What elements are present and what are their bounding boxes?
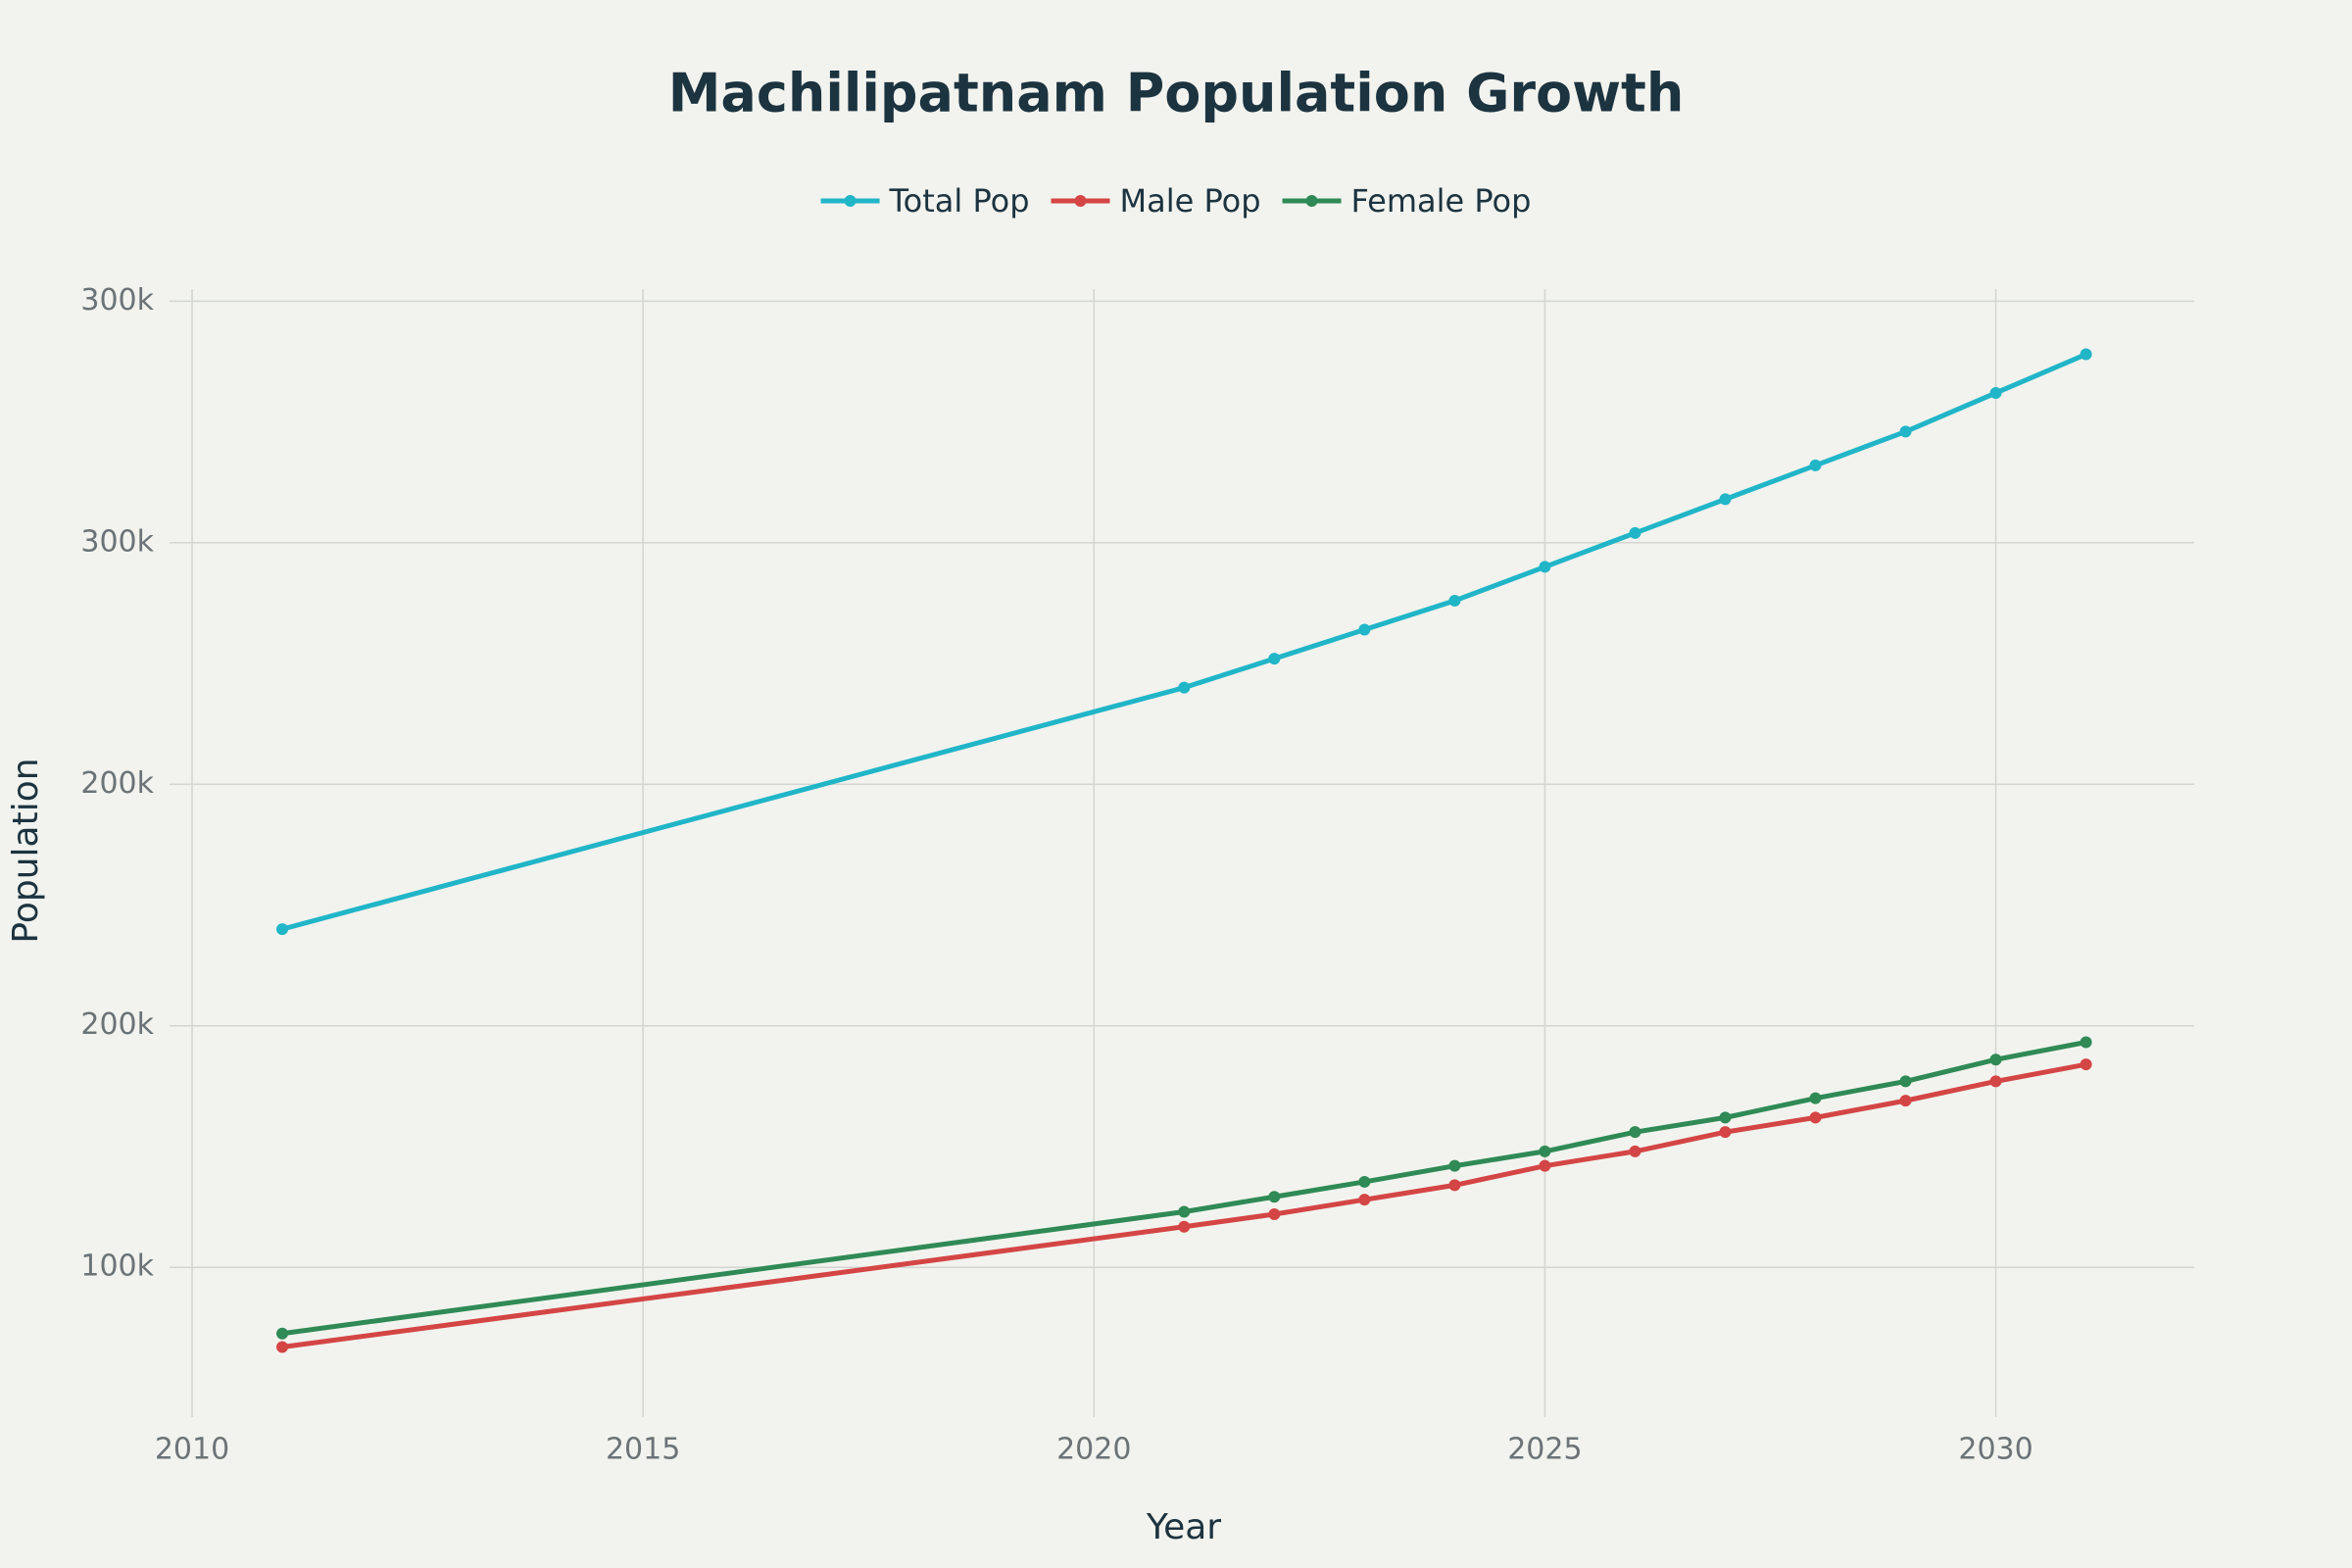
data-point (1539, 561, 1551, 573)
data-point (1268, 1207, 1281, 1220)
data-point (1268, 1191, 1281, 1203)
data-point (1448, 1179, 1461, 1192)
x-tick-label: 2030 (1958, 1433, 2033, 1467)
data-point (1629, 1145, 1642, 1157)
x-tick-label: 2010 (155, 1433, 229, 1467)
data-point (1448, 1159, 1461, 1172)
series-line (281, 1061, 2087, 1349)
legend-label: Total Pop (889, 182, 1030, 220)
data-point (1629, 526, 1642, 539)
data-point (1809, 1111, 1822, 1124)
data-point (276, 1341, 289, 1353)
legend-marker (1074, 195, 1087, 207)
x-axis-title: Year (1146, 1507, 1221, 1547)
data-point (1899, 1095, 1912, 1107)
data-point (2080, 1036, 2092, 1049)
data-point (1178, 681, 1191, 694)
data-point (1178, 1205, 1191, 1218)
x-tick-label: 2020 (1056, 1433, 1131, 1467)
data-point (1899, 1075, 1912, 1088)
data-point (1358, 623, 1371, 636)
y-tick-label: 100k (80, 1250, 154, 1284)
data-point (1719, 1111, 1732, 1124)
data-point (1899, 425, 1912, 438)
data-point (1809, 1092, 1822, 1104)
y-tick-label: 300k (80, 283, 154, 318)
data-point (1989, 1054, 2002, 1066)
data-point (1629, 1126, 1642, 1139)
x-tick-label: 2025 (1507, 1433, 1582, 1467)
legend-label: Female Pop (1351, 182, 1532, 220)
data-point (1539, 1159, 1551, 1172)
y-tick-label: 200k (80, 766, 154, 801)
data-point (2080, 1058, 2092, 1071)
y-tick-label: 300k (80, 524, 154, 559)
data-point (276, 1327, 289, 1340)
data-point (1989, 1075, 2002, 1088)
chart-title: Machilipatnam Population Growth (668, 63, 1685, 124)
data-point (1719, 493, 1732, 506)
data-point (1178, 1220, 1191, 1233)
series-line (281, 352, 2087, 932)
data-point (1719, 1126, 1732, 1139)
y-tick-label: 200k (80, 1007, 154, 1042)
data-point (1448, 594, 1461, 607)
data-point (1989, 386, 2002, 399)
legend-label: Male Pop (1120, 182, 1261, 220)
x-tick-label: 2015 (606, 1433, 680, 1467)
legend-marker (1305, 195, 1318, 207)
data-point (1358, 1175, 1371, 1188)
data-point (1539, 1145, 1551, 1157)
series-line (281, 1040, 2087, 1337)
y-axis-title: Population (6, 758, 46, 943)
data-point (2080, 348, 2092, 361)
data-point (1809, 459, 1822, 471)
legend-marker (844, 195, 857, 207)
data-point (1268, 653, 1281, 665)
data-point (1358, 1194, 1371, 1206)
data-point (276, 923, 289, 936)
